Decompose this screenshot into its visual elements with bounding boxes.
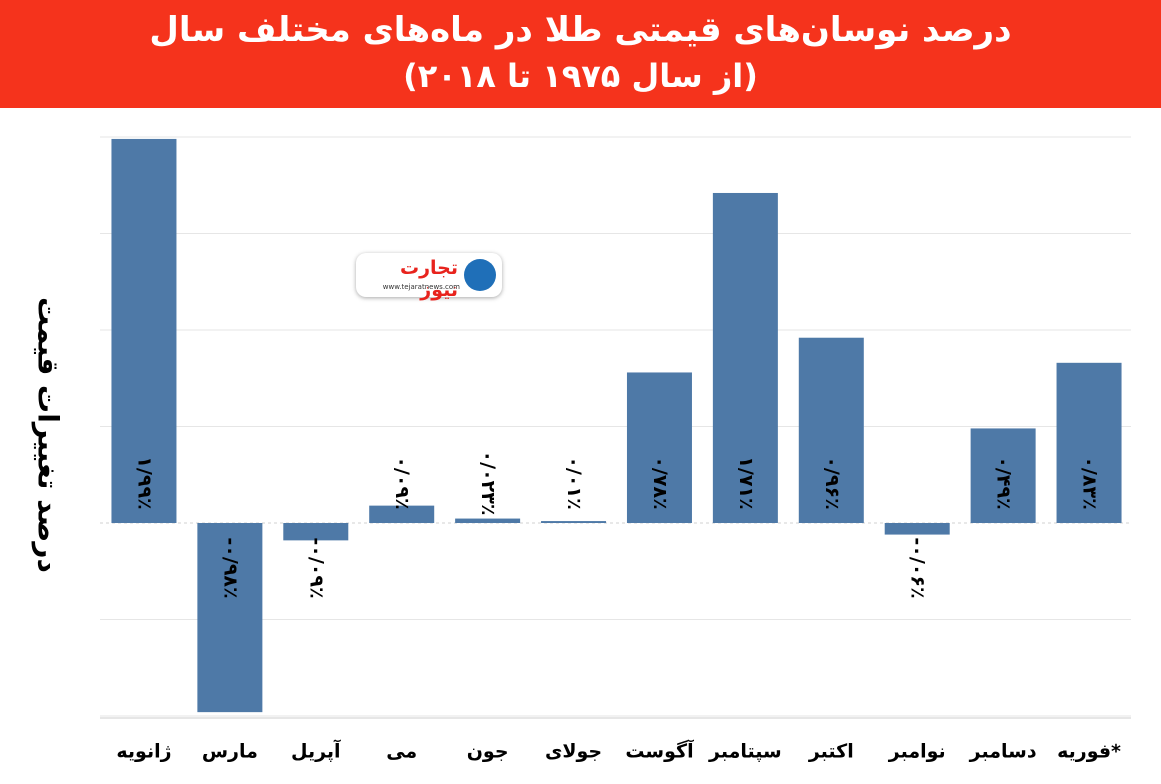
data-label: ۰/۷۸٪ xyxy=(649,456,671,509)
bar xyxy=(1056,362,1122,523)
bar xyxy=(626,372,692,523)
bar xyxy=(541,521,607,523)
data-label: ۰/۰۱٪ xyxy=(563,456,585,509)
data-label: ۰/۰۹٪ xyxy=(391,456,413,509)
x-tick-label: ژانویه xyxy=(116,741,171,763)
watermark-url: www.tejaratnews.com xyxy=(382,283,460,291)
bar xyxy=(111,138,177,523)
data-label: ۰/۸۳٪ xyxy=(1079,456,1101,509)
data-label: -۰/۹۸٪ xyxy=(219,537,241,598)
data-label: ۰/۹۶٪ xyxy=(821,456,843,509)
data-label: ۱/۷۱٪ xyxy=(735,456,757,509)
x-tick-label: آپریل xyxy=(291,739,341,763)
data-label: -۰/۰۹٪ xyxy=(305,537,327,598)
bar xyxy=(712,192,778,523)
chart-header: درصد نوسان‌های قیمتی طلا در ماه‌های مختل… xyxy=(0,0,1161,108)
x-tick-label: *فوریه xyxy=(1057,741,1121,763)
x-tick-label: آگوست xyxy=(625,739,694,763)
data-label: ۰/۰۲۳٪ xyxy=(477,451,499,516)
x-tick-label: می xyxy=(386,741,417,763)
bar xyxy=(455,518,521,523)
watermark-logo: تجارت نیوز www.tejaratnews.com xyxy=(356,253,502,301)
data-label: ۱/۹۹٪ xyxy=(133,456,155,509)
x-tick-label: مارس xyxy=(202,741,258,763)
x-tick-label: اکتبر xyxy=(808,741,854,763)
watermark-text: تجارت نیوز xyxy=(400,257,458,301)
bar xyxy=(197,523,263,713)
data-label: -۰/۰۶٪ xyxy=(907,537,929,598)
x-tick-label: جولای xyxy=(545,741,602,763)
x-tick-label: سپتامبر xyxy=(708,741,782,763)
bar xyxy=(970,428,1036,523)
chart-subtitle: (از سال ۱۹۷۵ تا ۲۰۱۸) xyxy=(403,57,758,95)
bar xyxy=(369,505,435,523)
x-tick-label: نوامبر xyxy=(888,741,946,763)
chart-logo-icon xyxy=(464,259,496,291)
bar xyxy=(798,337,864,523)
chart-title: درصد نوسان‌های قیمتی طلا در ماه‌های مختل… xyxy=(149,10,1012,50)
data-label: ۰/۴۹٪ xyxy=(993,456,1015,509)
x-tick-label: دسامبر xyxy=(969,741,1037,763)
x-tick-label: جون xyxy=(467,741,509,763)
bar xyxy=(884,523,950,535)
bar xyxy=(283,523,349,541)
